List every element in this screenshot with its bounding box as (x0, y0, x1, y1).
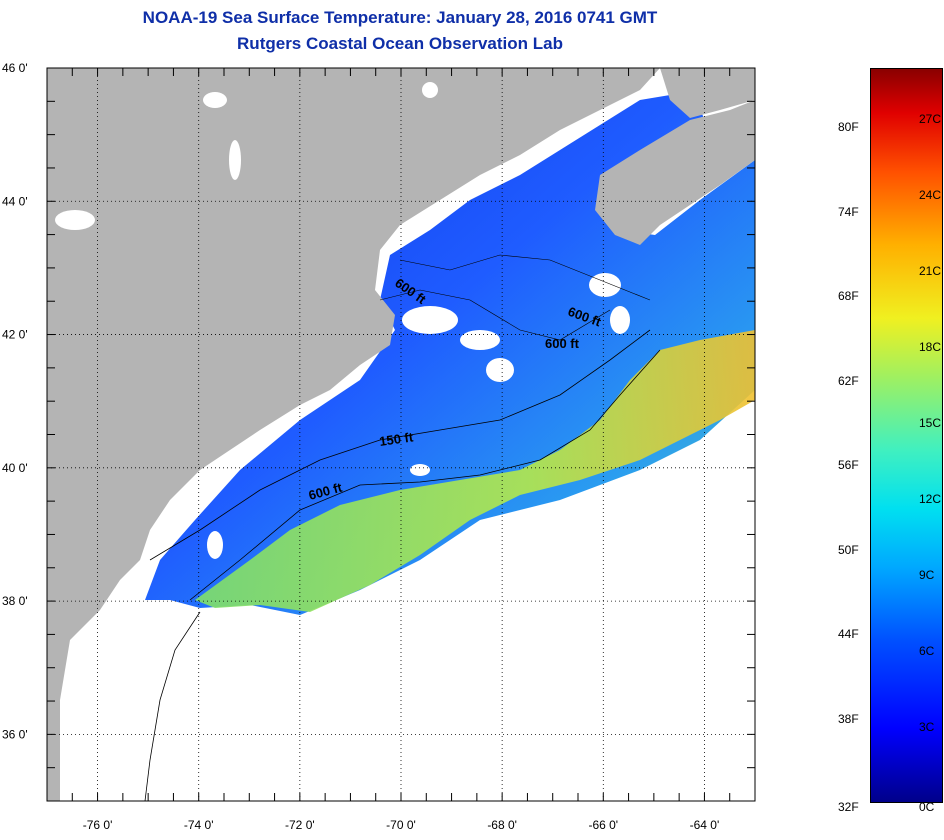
lon-tick-label: -72 0' (285, 818, 315, 832)
colorbar-fahrenheit-label: 56F (838, 458, 859, 473)
map-subtitle: Rutgers Coastal Ocean Observation Lab (237, 34, 563, 53)
ocean-area (145, 95, 755, 615)
lon-tick-label: -68 0' (487, 818, 517, 832)
colorbar-fahrenheit-label: 38F (838, 711, 859, 726)
colorbar-celsius-label: 24C (919, 187, 942, 202)
colorbar-fahrenheit-label: 44F (838, 627, 859, 642)
colorbar-fahrenheit-label: 68F (838, 289, 859, 304)
lat-tick-label: 36 0' (2, 727, 28, 741)
contour-label: 150 ft (378, 429, 414, 449)
lat-tick-label: 46 0' (2, 61, 28, 75)
colorbar-celsius-label: 9C (919, 567, 935, 582)
lon-tick-label: -76 0' (83, 818, 113, 832)
colorbar-celsius-label: 18C (919, 339, 942, 354)
colorbar-celsius-label: 0C (919, 800, 935, 814)
colorbar-celsius-label: 3C (919, 719, 935, 734)
colorbar-celsius-label: 6C (919, 643, 935, 658)
cloud-patches (55, 82, 630, 559)
colorbar-celsius-label: 21C (919, 263, 942, 278)
colorbar-fahrenheit-label: 32F (838, 800, 859, 814)
lat-tick-label: 42 0' (2, 328, 28, 342)
lat-tick-label: 38 0' (2, 594, 28, 608)
map-title: NOAA-19 Sea Surface Temperature: January… (142, 8, 658, 27)
temperature-colorbar (870, 68, 943, 803)
colorbar-celsius-label: 15C (919, 415, 942, 430)
lat-tick-label: 40 0' (2, 461, 28, 475)
colorbar-fahrenheit-label: 74F (838, 204, 859, 219)
colorbar-fahrenheit-label: 80F (838, 120, 859, 135)
colorbar-gradient (870, 68, 943, 803)
contour-150ft (149, 329, 651, 561)
lon-tick-label: -70 0' (386, 818, 416, 832)
land-nova-scotia (595, 100, 755, 245)
land-us (47, 68, 660, 801)
lon-tick-label: -74 0' (184, 818, 214, 832)
lat-tick-label: 44 0' (2, 194, 28, 208)
lon-tick-label: -66 0' (588, 818, 618, 832)
colorbar-fahrenheit-label: 62F (838, 373, 859, 388)
colorbar-celsius-label: 12C (919, 491, 942, 506)
colorbar-fahrenheit-label: 50F (838, 542, 859, 557)
contour-label: 600 ft (545, 336, 580, 351)
lon-tick-label: -64 0' (690, 818, 720, 832)
contour-600ft (189, 349, 661, 601)
colorbar-celsius-label: 27C (919, 111, 942, 126)
